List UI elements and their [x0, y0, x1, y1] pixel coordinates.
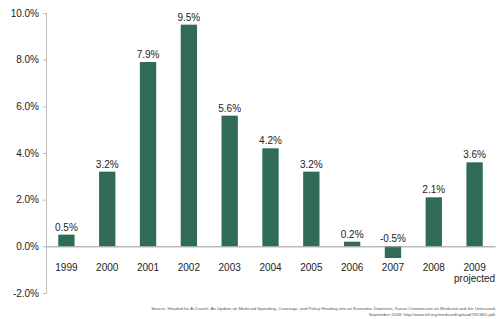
bar [466, 162, 482, 246]
x-tick: 2008 [423, 246, 446, 273]
x-tick-label: 2000 [96, 262, 119, 273]
y-tick: 2.0% [16, 194, 46, 205]
y-tick-label: 4.0% [16, 148, 39, 159]
y-axis: -2.0% 0.0% 2.0% 4.0% 6.0% 8.0% 10.0% [11, 8, 47, 299]
x-tick-label-line: 2003 [219, 262, 242, 273]
x-tick-label-line: 2001 [137, 262, 160, 273]
bar [99, 172, 115, 247]
x-tick-label-line: 2009 [463, 262, 486, 273]
data-label: 3.2% [96, 159, 119, 170]
x-tick: 1999 [55, 246, 78, 273]
x-tick-label-line: 2004 [259, 262, 282, 273]
chart: -2.0% 0.0% 2.0% 4.0% 6.0% 8.0% 10.0% 1999 2000 20… [0, 0, 500, 319]
x-tick-label: 2003 [219, 262, 242, 273]
data-label: 9.5% [177, 12, 200, 23]
x-tick-label-line: 2000 [96, 262, 119, 273]
x-tick-label: 1999 [55, 262, 78, 273]
x-tick-label: 2007 [382, 262, 405, 273]
x-tick: 2009projected [454, 246, 495, 284]
y-tick-label: 10.0% [11, 8, 39, 19]
y-tick: 4.0% [16, 148, 46, 159]
x-tick: 2003 [219, 246, 242, 273]
x-tick-label: 2008 [423, 262, 446, 273]
x-tick: 2006 [341, 246, 364, 273]
x-tick: 2004 [259, 246, 282, 273]
x-tick-label-line: 2005 [300, 262, 323, 273]
x-axis: 1999 2000 2001 2002 2003 2004 2005 2006 2007 2008… [47, 246, 496, 284]
x-tick: 2000 [96, 246, 119, 273]
bar [385, 246, 401, 258]
y-tick-mark [43, 200, 46, 201]
y-tick-label: 8.0% [16, 54, 39, 65]
source-text: September 2008. http://www.kff.org/medic… [369, 312, 496, 317]
y-tick-label: 0.0% [16, 241, 39, 252]
data-label: 0.2% [341, 229, 364, 240]
x-axis-line [47, 246, 496, 247]
data-label: -0.5% [380, 233, 406, 244]
x-tick: 2005 [300, 246, 323, 273]
y-tick-mark [43, 153, 46, 154]
x-tick-label: 2004 [259, 262, 282, 273]
x-tick-label: 2005 [300, 262, 323, 273]
data-label: 4.2% [259, 135, 282, 146]
x-tick-label: 2009projected [454, 262, 495, 284]
y-tick-mark [43, 106, 46, 107]
plot: -2.0% 0.0% 2.0% 4.0% 6.0% 8.0% 10.0% 1999 2000 20… [11, 8, 496, 299]
bar [58, 235, 74, 247]
x-tick-label-line: 2002 [178, 262, 201, 273]
bar [303, 172, 319, 247]
x-tick: 2002 [178, 246, 201, 273]
y-tick-mark [43, 246, 46, 247]
y-tick-mark [43, 60, 46, 61]
source-text: Source: Headed for A Crunch: An Update o… [151, 306, 496, 311]
data-label: 5.6% [218, 103, 241, 114]
y-tick-mark [43, 13, 46, 14]
bar [222, 116, 238, 247]
y-tick-label: -2.0% [13, 288, 39, 299]
bar [426, 197, 442, 246]
x-tick: 2007 [382, 246, 405, 273]
bar [181, 25, 197, 247]
y-tick-label: 6.0% [16, 101, 39, 112]
y-tick: 10.0% [11, 8, 46, 19]
x-tick-label: 2006 [341, 262, 364, 273]
y-tick-mark [43, 293, 46, 294]
y-tick: 8.0% [16, 54, 46, 65]
y-tick: 0.0% [16, 241, 46, 252]
y-axis-line [43, 14, 47, 294]
x-tick-label-line: 2007 [382, 262, 405, 273]
data-label: 3.2% [300, 159, 323, 170]
x-tick-label: 2001 [137, 262, 160, 273]
x-tick-label-line: 2006 [341, 262, 364, 273]
source: Source: Headed for A Crunch: An Update o… [151, 306, 496, 317]
x-tick-label-line: 1999 [55, 262, 78, 273]
x-tick-label-line: projected [454, 273, 495, 284]
y-tick-label: 2.0% [16, 194, 39, 205]
y-tick: 6.0% [16, 101, 46, 112]
data-label: 7.9% [137, 49, 160, 60]
x-tick-label: 2002 [178, 262, 201, 273]
data-label: 0.5% [55, 222, 78, 233]
bars [58, 25, 483, 258]
x-tick: 2001 [137, 246, 160, 273]
data-label: 2.1% [422, 184, 445, 195]
data-label: 3.6% [463, 149, 486, 160]
x-tick-label-line: 2008 [423, 262, 446, 273]
bar [140, 62, 156, 246]
data-labels: 0.5% 3.2% 7.9% 9.5% 5.6% 4.2% 3.2% 0.2% -0.5% 2.1… [55, 12, 486, 245]
y-tick: -2.0% [13, 288, 46, 299]
bar [262, 148, 278, 246]
bar [344, 242, 360, 247]
